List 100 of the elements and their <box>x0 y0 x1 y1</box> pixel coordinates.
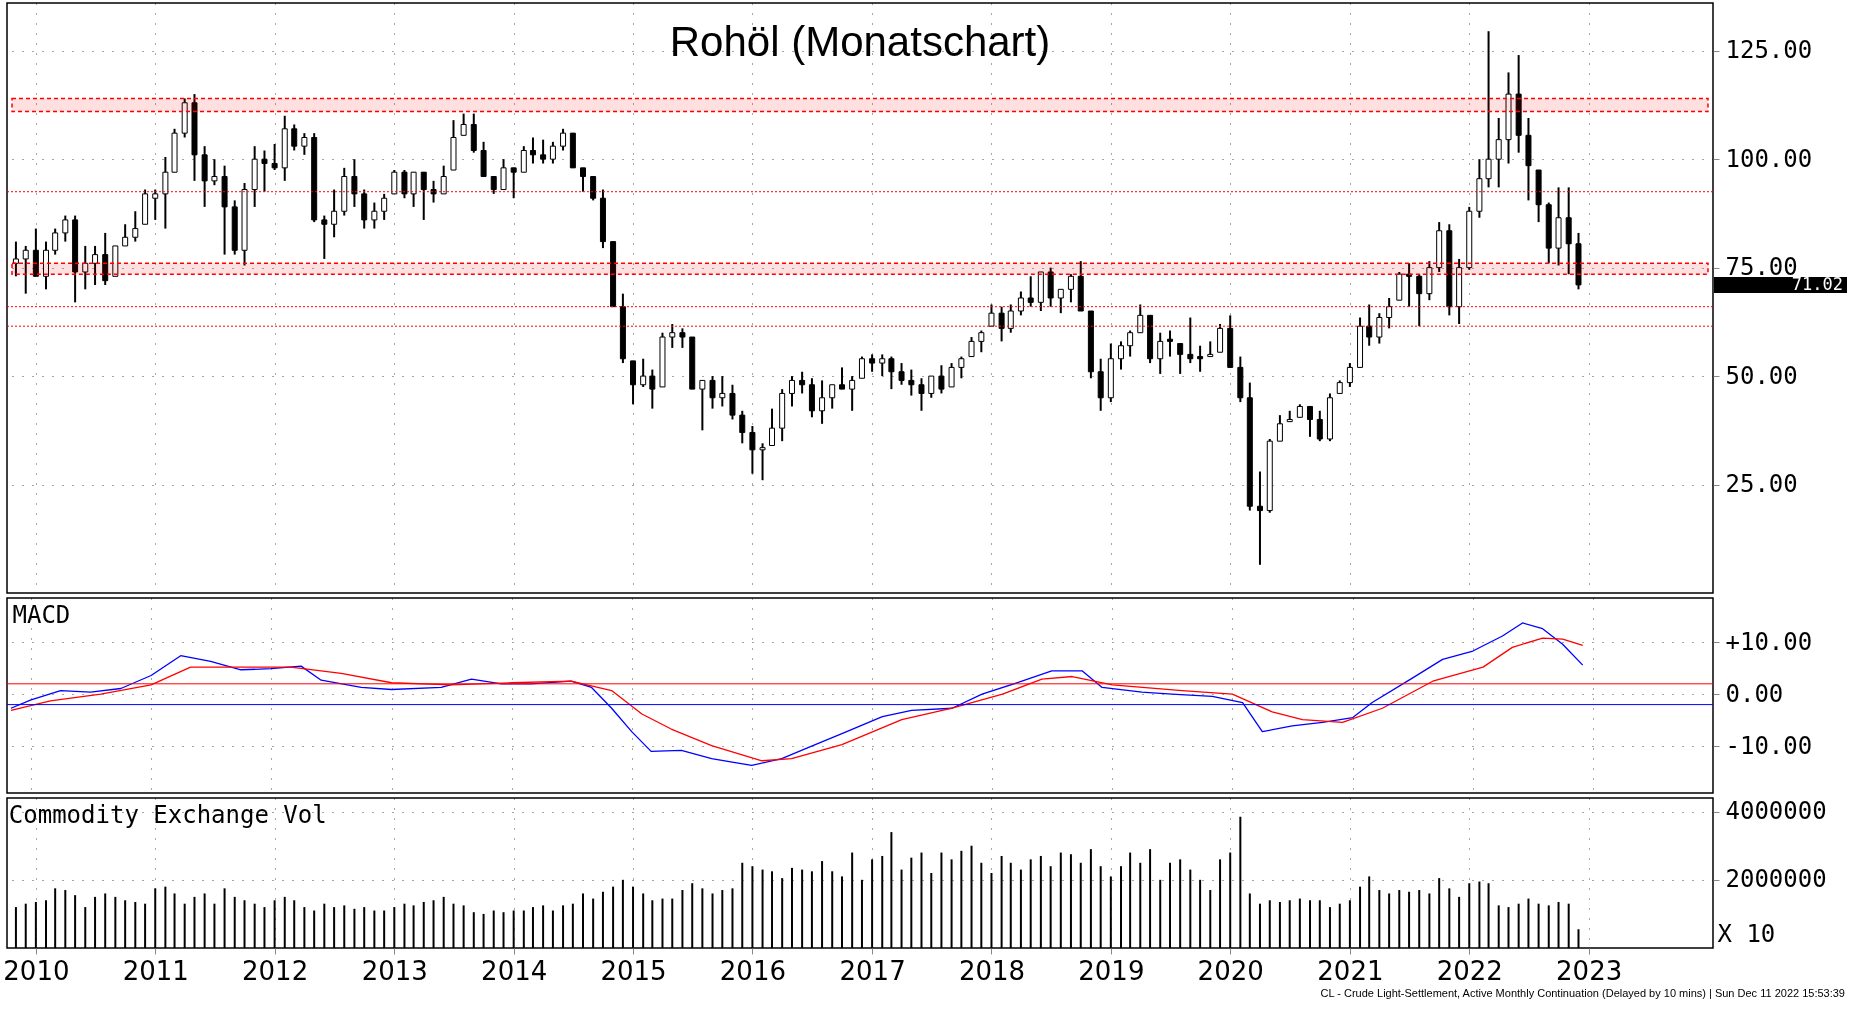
y-tick-label: 25.00 <box>1725 470 1798 499</box>
candlestick <box>1316 409 1323 443</box>
candlestick <box>122 223 129 247</box>
candlestick <box>580 166 586 193</box>
candlestick <box>699 379 706 432</box>
candlestick <box>729 383 736 421</box>
y-tick-label: -10.00 <box>1725 731 1813 760</box>
candlestick <box>679 327 686 349</box>
y-tick-label: 4000000 <box>1725 797 1827 826</box>
candlestick <box>858 355 865 380</box>
y-tick-label: 50.00 <box>1725 361 1798 390</box>
candlestick <box>649 368 656 410</box>
candlestick <box>1177 342 1184 375</box>
candlestick <box>1307 405 1313 438</box>
candlestick <box>420 171 427 221</box>
x-tick-label: 2017 <box>839 955 906 986</box>
candlestick <box>1067 273 1074 304</box>
y-tick-label: +10.00 <box>1725 627 1813 656</box>
candlestick <box>291 123 298 152</box>
x-tick-label: 2021 <box>1317 955 1384 986</box>
y-tick-label: 125.00 <box>1725 36 1813 65</box>
x-tick-label: 2020 <box>1197 955 1264 986</box>
candlestick <box>1376 312 1383 345</box>
candlestick <box>1187 316 1194 365</box>
candlestick <box>1117 340 1124 371</box>
candlestick <box>640 357 647 388</box>
candlestick <box>709 375 716 410</box>
candlestick <box>261 149 268 193</box>
candlestick <box>52 227 59 256</box>
candlestick <box>1157 331 1164 375</box>
candlestick <box>391 169 398 195</box>
candlestick <box>152 188 159 221</box>
candlestick <box>669 323 676 349</box>
chart-title: Commodity Exchange Vol <box>8 801 327 829</box>
y-tick-label: 100.00 <box>1725 144 1813 173</box>
candlestick <box>520 145 527 174</box>
candlestick <box>898 362 905 386</box>
candlestick <box>381 192 388 221</box>
chart-title: Rohöl (Monatschart) <box>669 18 1051 65</box>
candlestick <box>410 171 417 208</box>
candlestick <box>371 201 378 230</box>
x-tick-label: 2018 <box>958 955 1026 986</box>
y-tick-label: 2000000 <box>1725 865 1827 894</box>
candlestick <box>211 158 218 187</box>
candlestick <box>1007 303 1014 334</box>
candlestick <box>132 210 139 243</box>
candlestick <box>590 175 597 202</box>
x-tick-label: 2012 <box>242 955 309 986</box>
candlestick <box>1137 303 1144 334</box>
x-tick-label: 2014 <box>481 955 548 986</box>
candlestick <box>1406 262 1413 308</box>
text: CL - Crude Light-Settlement, Active Monthly Continuation (Delayed by 10 mins) | Sun Dec 11 2022 15:53:39 <box>1319 987 1845 999</box>
x-tick-label: 2023 <box>1556 955 1623 986</box>
candlestick <box>500 158 507 191</box>
candlestick <box>948 362 955 388</box>
x-tick-label: 2013 <box>361 955 428 986</box>
candlestick <box>1416 273 1423 328</box>
candlestick <box>938 364 945 395</box>
candlestick <box>62 214 69 243</box>
candlestick <box>529 136 536 165</box>
candlestick <box>510 166 517 200</box>
candlestick <box>1197 344 1204 373</box>
candlestick <box>460 112 467 137</box>
x-tick-label: 2015 <box>600 955 667 986</box>
candlestick <box>540 138 547 165</box>
candlestick <box>1217 323 1224 354</box>
x-tick-label: 2016 <box>719 955 786 986</box>
candlestick <box>1386 297 1393 330</box>
chart-title: MACD <box>12 601 71 629</box>
candlestick <box>560 127 567 152</box>
candlestick <box>321 214 328 260</box>
candlestick <box>978 329 985 354</box>
candlestick <box>1366 303 1373 347</box>
candlestick <box>1057 288 1064 315</box>
candlestick <box>331 188 338 239</box>
candlestick <box>351 158 358 208</box>
x-tick-label: 2010 <box>3 955 70 986</box>
candlestick <box>998 305 1005 343</box>
candlestick <box>401 169 408 200</box>
x-tick-label: 2022 <box>1436 955 1503 986</box>
candlestick <box>769 407 776 447</box>
candlestick <box>1276 414 1283 443</box>
candlestick <box>928 375 935 399</box>
candlestick <box>430 179 437 204</box>
candlestick <box>1027 275 1034 308</box>
candlestick <box>440 164 447 195</box>
candlestick <box>819 379 826 425</box>
candlestick <box>829 383 836 410</box>
y-axis-title: X 10 <box>1717 919 1776 948</box>
candlestick <box>301 132 308 156</box>
candlestick <box>1256 470 1263 566</box>
candlestick <box>1167 329 1174 358</box>
candlestick <box>82 244 89 291</box>
candlestick <box>918 377 925 412</box>
x-tick-label: 2019 <box>1078 955 1145 986</box>
x-tick-label: 2011 <box>122 955 189 986</box>
candlestick <box>879 353 886 378</box>
candlestick <box>739 409 746 445</box>
candlestick <box>759 442 766 482</box>
candlestick <box>549 140 556 165</box>
